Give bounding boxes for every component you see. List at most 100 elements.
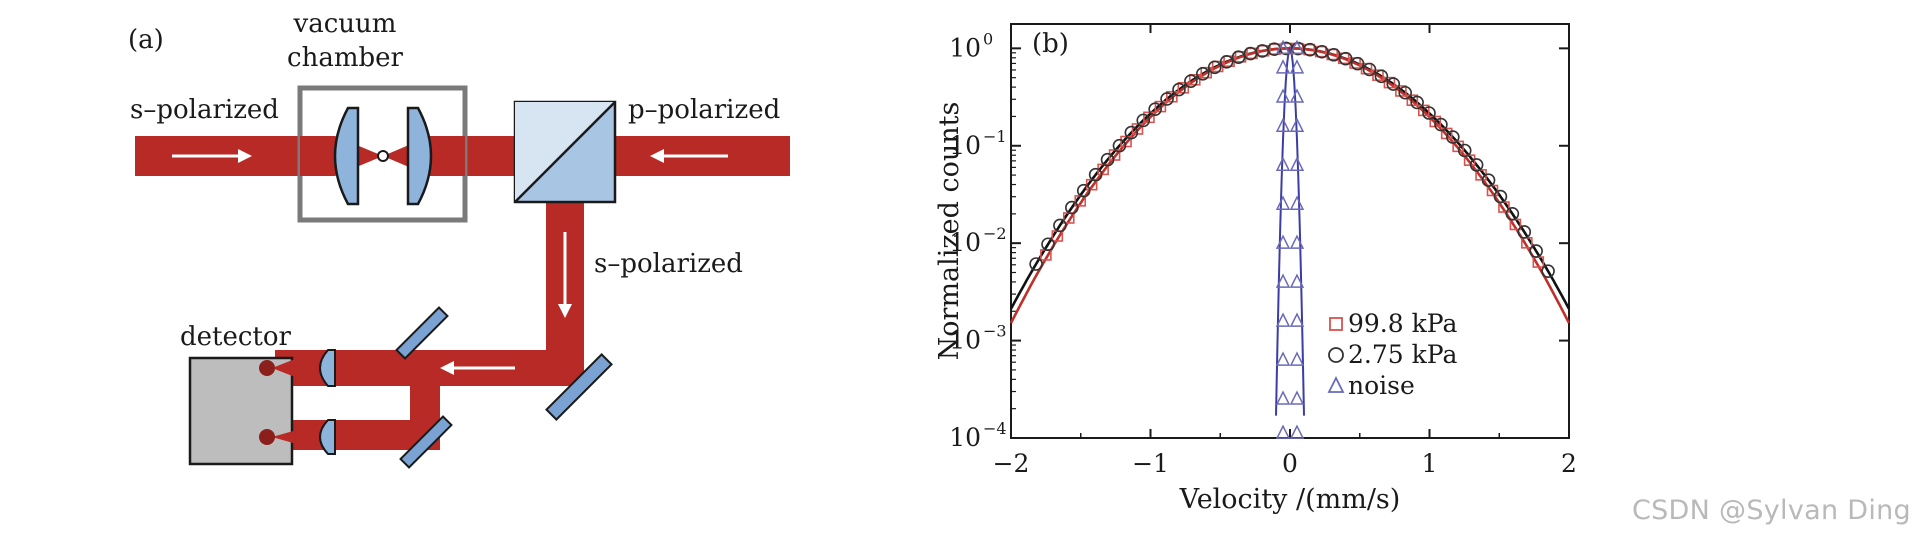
- legend-marker-triangle: [1327, 375, 1345, 393]
- x-tick-label: −2: [993, 449, 1030, 478]
- data-point-circle: [1172, 82, 1186, 97]
- detector-label: detector: [180, 322, 292, 352]
- lens-left: [333, 106, 360, 206]
- panel-a: (a) vacuum chamber s–polarized p–polariz…: [128, 9, 790, 469]
- y-tick-exponent: −4: [983, 419, 1007, 438]
- data-point-circle: [1481, 173, 1496, 188]
- data-point-circle: [1338, 51, 1353, 66]
- plot-frame: [1010, 23, 1570, 439]
- data-point-circle: [1124, 125, 1139, 140]
- x-tick-label: 0: [1282, 449, 1298, 478]
- data-point-triangle: [1289, 88, 1305, 103]
- y-tick-exponent: −1: [983, 127, 1007, 146]
- data-point-triangle: [1275, 390, 1291, 405]
- watermark: CSDN @Sylvan Ding: [1631, 495, 1911, 526]
- legend-marker-circle: [1328, 347, 1344, 363]
- data-point-triangle: [1289, 312, 1305, 327]
- chamber-label-line1: vacuum: [293, 9, 397, 39]
- data-point-triangle: [1275, 195, 1291, 210]
- data-point-circle: [1410, 95, 1424, 110]
- photodiode-bottom: [259, 429, 275, 445]
- fit-curve-fit-narrow: [1275, 45, 1305, 416]
- detector-lens-bottom: [319, 419, 336, 455]
- data-point-circle: [1374, 69, 1389, 84]
- panel-a-tag: (a): [128, 25, 164, 55]
- y-tick-exponent: 0: [983, 29, 993, 48]
- arrow-down-icon: [558, 232, 572, 318]
- data-point-circle: [1076, 183, 1091, 198]
- data-point-triangle: [1275, 88, 1291, 103]
- data-point-circle: [1136, 113, 1151, 128]
- x-tick-label: −1: [1132, 449, 1169, 478]
- y-tick-exponent: −3: [983, 322, 1007, 341]
- data-point-triangle: [1289, 273, 1305, 288]
- data-point-triangle: [1275, 39, 1291, 55]
- data-point-triangle: [1289, 424, 1305, 439]
- data-point-triangle: [1275, 234, 1291, 249]
- y-axis-label: Normalized counts: [934, 102, 965, 361]
- data-point-circle: [1100, 152, 1115, 167]
- panel-b-tag: (b): [1032, 29, 1069, 59]
- chamber-label-line2: chamber: [287, 43, 403, 73]
- data-point-triangle: [1289, 117, 1305, 133]
- data-point-circle: [1053, 218, 1067, 233]
- data-point-triangle: [1289, 390, 1305, 405]
- data-point-circle: [1434, 117, 1448, 132]
- legend-label: noise: [1348, 371, 1415, 400]
- data-point-circle: [1041, 237, 1055, 252]
- y-tick-exponent: −2: [983, 224, 1007, 243]
- x-axis-label: Velocity /(mm/s): [1179, 484, 1401, 515]
- y-tick-label: 10: [949, 326, 981, 355]
- legend-marker-square: [1329, 317, 1343, 331]
- data-point-circle: [1219, 54, 1234, 69]
- arrow-left-icon: [650, 149, 728, 163]
- data-point-circle: [1505, 206, 1520, 221]
- data-point-circle: [1160, 92, 1174, 106]
- data-point-circle: [1386, 77, 1401, 91]
- mirror-bottom: [399, 415, 453, 469]
- data-point-triangle: [1289, 351, 1305, 366]
- data-point-circle: [1398, 85, 1413, 100]
- data-point-circle: [1065, 200, 1079, 215]
- data-point-circle: [1422, 106, 1436, 120]
- data-point-circle: [1207, 60, 1222, 75]
- arrow-left-small-icon: [440, 361, 515, 375]
- data-point-triangle: [1275, 156, 1291, 171]
- data-point-circle: [1184, 74, 1198, 89]
- down-beam-label: s–polarized: [594, 249, 743, 279]
- data-point-circle: [1029, 257, 1043, 271]
- data-point-circle: [1350, 56, 1365, 71]
- mirror-top: [395, 306, 449, 360]
- data-point-circle: [1326, 47, 1341, 62]
- data-point-triangle: [1275, 351, 1291, 366]
- data-point-circle: [1457, 143, 1472, 158]
- data-point-triangle: [1275, 59, 1291, 74]
- data-point-triangle: [1289, 195, 1305, 210]
- data-point-circle: [1148, 102, 1162, 116]
- x-tick-label: 1: [1422, 449, 1438, 478]
- data-point-circle: [1362, 62, 1377, 77]
- detector-lens-top: [319, 349, 336, 387]
- y-tick-label: 10: [949, 33, 981, 62]
- data-point-triangle: [1289, 234, 1305, 249]
- data-point-circle: [1231, 50, 1246, 65]
- data-point-circle: [1469, 158, 1484, 172]
- y-tick-label: 10: [949, 423, 981, 452]
- data-point-triangle: [1289, 59, 1305, 74]
- data-point-circle: [1541, 264, 1555, 278]
- y-tick-label: 10: [949, 228, 981, 257]
- detector-box: [188, 356, 294, 466]
- data-point-triangle: [1275, 424, 1291, 439]
- input-beam-label: s–polarized: [130, 95, 279, 125]
- x-tick-label: 2: [1561, 449, 1577, 478]
- data-point-circle: [1529, 244, 1543, 258]
- legend-label: 2.75 kPa: [1348, 340, 1457, 369]
- photodiode-top: [259, 360, 275, 376]
- data-point-circle: [1088, 167, 1103, 182]
- counter-beam-label: p–polarized: [628, 95, 780, 125]
- mirror-right: [545, 353, 613, 421]
- data-point-circle: [1493, 189, 1508, 204]
